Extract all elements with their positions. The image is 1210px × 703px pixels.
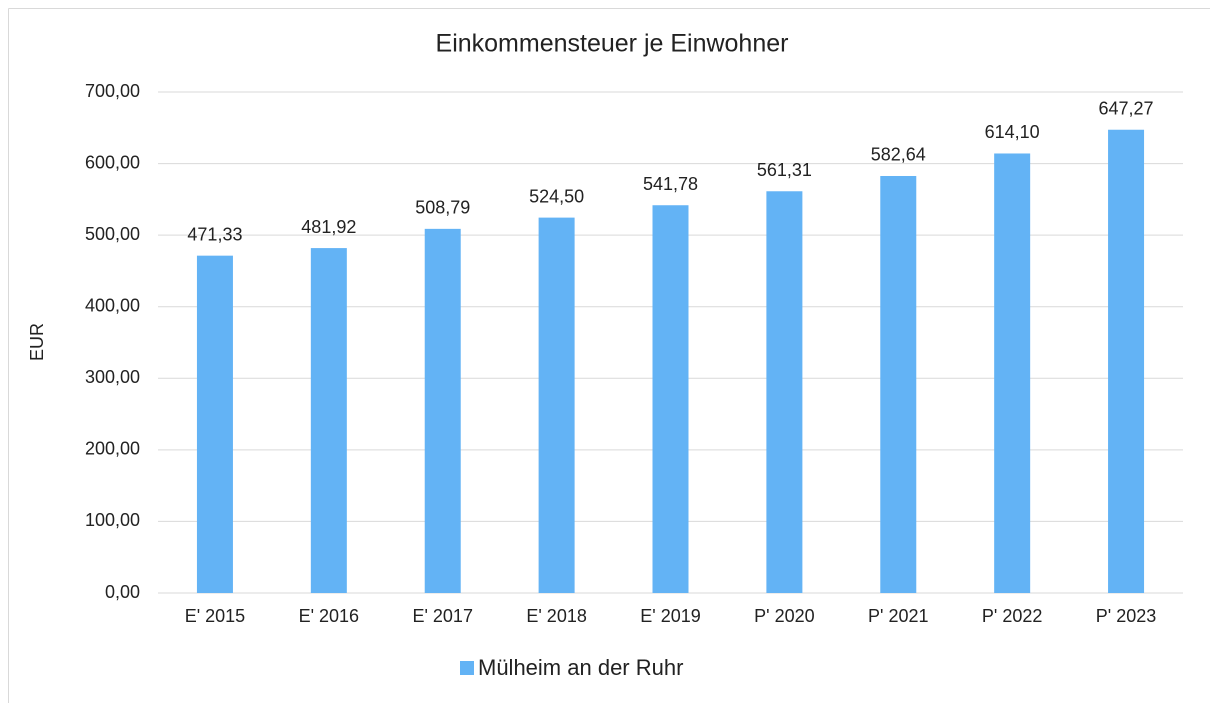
data-label: 508,79 — [415, 198, 470, 218]
y-tick-label: 500,00 — [85, 224, 140, 244]
x-tick-label: E' 2017 — [412, 606, 473, 626]
data-label: 614,10 — [985, 122, 1040, 142]
bar — [310, 248, 347, 593]
data-label: 471,33 — [187, 224, 242, 244]
data-label: 524,50 — [529, 186, 584, 206]
x-tick-label: E' 2015 — [185, 606, 246, 626]
bar — [994, 153, 1031, 593]
y-tick-label: 700,00 — [85, 81, 140, 101]
bar — [196, 255, 233, 593]
x-tick-label: P' 2021 — [868, 606, 929, 626]
y-tick-label: 200,00 — [85, 439, 140, 459]
data-label: 582,64 — [871, 145, 926, 165]
y-tick-label: 100,00 — [85, 510, 140, 530]
x-tick-label: P' 2023 — [1096, 606, 1157, 626]
y-tick-label: 0,00 — [105, 582, 140, 602]
x-tick-label: P' 2022 — [982, 606, 1043, 626]
x-tick-label: E' 2018 — [526, 606, 587, 626]
data-label: 481,92 — [301, 217, 356, 237]
bar — [424, 228, 461, 593]
chart-title: Einkommensteuer je Einwohner — [436, 30, 789, 58]
legend-swatch — [460, 661, 474, 675]
data-label: 541,78 — [643, 174, 698, 194]
x-tick-label: E' 2016 — [299, 606, 360, 626]
x-tick-label: E' 2019 — [640, 606, 701, 626]
bar — [538, 217, 575, 594]
bar — [652, 205, 689, 594]
y-tick-label: 600,00 — [85, 152, 140, 172]
data-label: 561,31 — [757, 160, 812, 180]
y-axis-label: EUR — [27, 323, 47, 361]
x-tick-label: P' 2020 — [754, 606, 815, 626]
data-label: 647,27 — [1099, 98, 1154, 118]
y-tick-label: 400,00 — [85, 295, 140, 315]
bar — [880, 175, 917, 594]
bar — [766, 191, 803, 593]
y-tick-label: 300,00 — [85, 367, 140, 387]
legend-label: Mülheim an der Ruhr — [478, 655, 683, 680]
bar — [1108, 129, 1145, 593]
